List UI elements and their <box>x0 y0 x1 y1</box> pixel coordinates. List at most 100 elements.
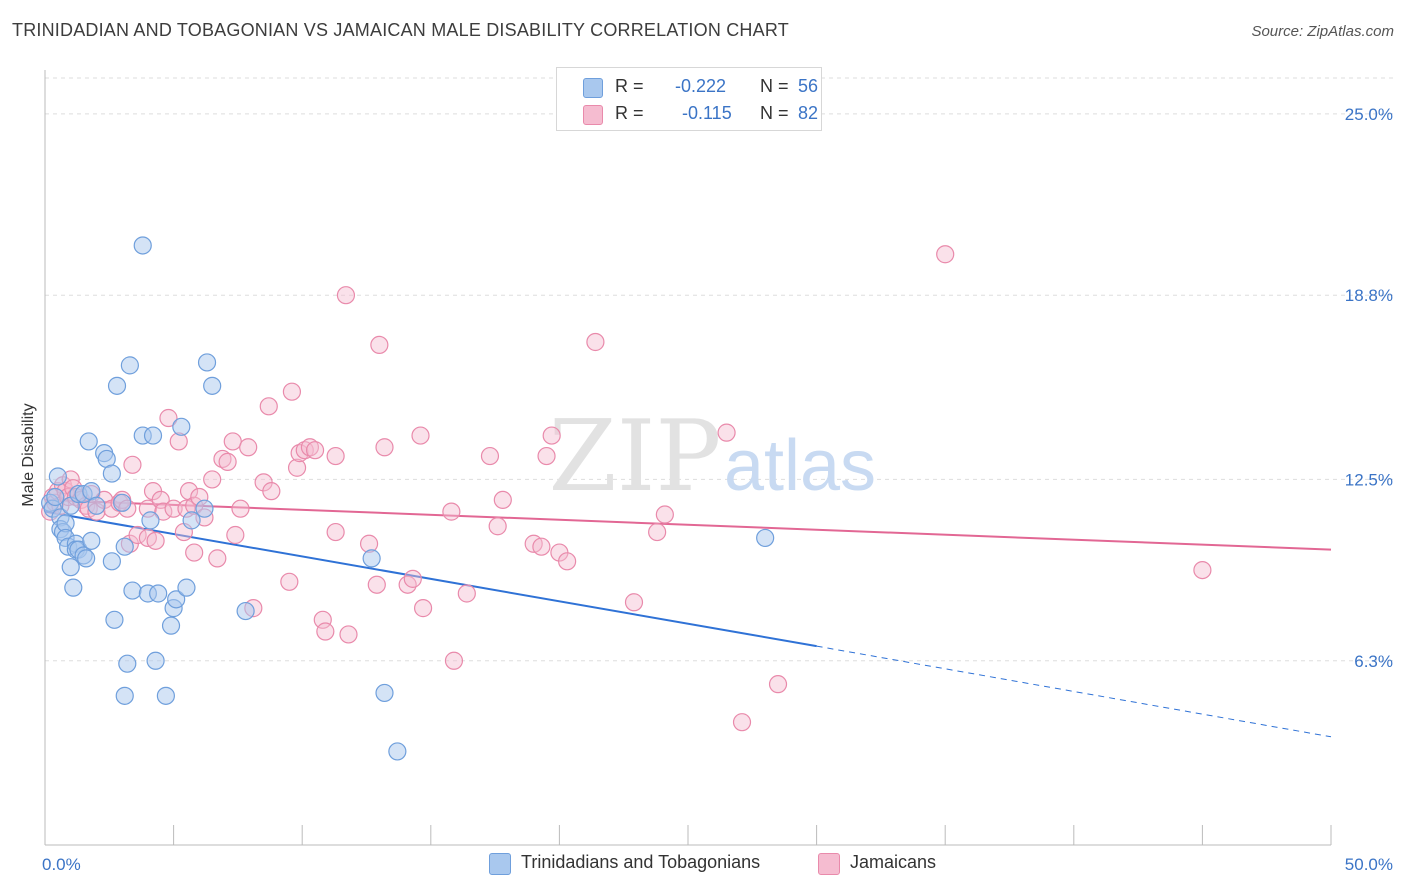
trinidadians-points <box>41 236 775 761</box>
jamaican-point <box>326 522 345 542</box>
trinidadian-point <box>146 651 165 670</box>
watermark-atlas: atlas <box>724 426 876 506</box>
trinidadian-point <box>362 549 381 568</box>
trinidadian-point <box>197 353 217 372</box>
jamaican-point <box>290 444 309 463</box>
jamaican-point <box>537 446 556 466</box>
jamaican-point <box>444 651 464 670</box>
jamaican-point <box>154 502 173 521</box>
x-tick-label: 50.0% <box>1345 855 1393 874</box>
jamaican-point <box>185 543 204 562</box>
jamaican-point <box>326 446 345 466</box>
trinidadian-point <box>115 537 134 556</box>
jamaican-point <box>223 432 242 451</box>
jamaican-point <box>457 584 476 603</box>
trinidadian-point <box>120 356 139 375</box>
trinidadian-point <box>167 590 186 609</box>
trinidadians-trend-line <box>44 510 817 648</box>
source-label: Source: ZipAtlas.com <box>1251 23 1394 40</box>
jamaican-point <box>493 490 512 510</box>
jamaican-point <box>151 490 170 510</box>
gridlines <box>45 77 1395 662</box>
axes <box>44 70 1332 846</box>
jamaican-point <box>128 525 147 545</box>
jamaican-point <box>226 525 245 545</box>
legend-swatch-pink <box>583 105 603 125</box>
jamaican-point <box>262 482 281 501</box>
x-tick-label: 0.0% <box>42 855 81 874</box>
jamaican-point <box>542 426 561 445</box>
jamaican-point <box>655 505 674 524</box>
jamaican-point <box>239 438 258 457</box>
jamaican-point <box>768 675 788 694</box>
jamaican-point <box>159 408 178 428</box>
jamaican-point <box>624 593 644 612</box>
bottom-legend-swatch-blue <box>489 853 511 875</box>
trend-lines <box>44 498 1332 738</box>
jamaican-point <box>282 382 302 401</box>
jamaican-point <box>586 332 605 352</box>
trinidadian-point <box>87 496 106 515</box>
trinidadian-point <box>149 584 168 603</box>
jamaican-point <box>488 517 507 536</box>
trinidadian-point <box>105 610 124 629</box>
trinidadian-point <box>172 417 191 436</box>
jamaican-point <box>336 286 356 305</box>
y-tick-label: 25.0% <box>1345 105 1393 124</box>
trinidadian-point <box>195 499 214 518</box>
jamaican-point <box>218 452 237 471</box>
legend-swatch-blue <box>583 78 603 98</box>
trinidadian-point <box>156 686 175 705</box>
trinidadian-point <box>236 601 255 621</box>
trinidadian-point <box>756 528 775 548</box>
jamaican-point <box>287 458 307 477</box>
jamaican-point <box>370 335 389 355</box>
legend-n-label: N = <box>760 103 789 123</box>
legend-r-value: -0.115 <box>682 103 732 123</box>
trinidadian-point <box>161 616 181 635</box>
jamaicans-trend-line <box>44 498 1332 551</box>
trinidadian-point <box>182 511 201 530</box>
trinidadian-point <box>102 464 121 483</box>
trinidadian-point <box>123 581 142 600</box>
jamaican-point <box>280 572 299 591</box>
jamaican-point <box>300 438 320 457</box>
jamaican-point <box>123 455 142 474</box>
trinidadian-point <box>79 432 98 451</box>
jamaican-point <box>305 441 325 460</box>
trinidadian-point <box>82 531 101 550</box>
jamaican-point <box>532 537 551 556</box>
bottom-legend-label: Trinidadians and Tobagonians <box>521 852 761 872</box>
legend-n-label: N = <box>760 76 789 96</box>
y-axis-label: Male Disability <box>20 403 37 506</box>
legend-n-value: 82 <box>798 103 819 123</box>
jamaican-point <box>732 713 752 732</box>
trinidadian-point <box>375 683 394 703</box>
jamaican-point <box>146 531 165 550</box>
jamaican-point <box>367 575 386 594</box>
legend-n-value: 56 <box>798 76 819 96</box>
trinidadian-point <box>177 578 196 597</box>
trinidadian-point <box>77 549 96 568</box>
jamaican-point <box>339 625 358 644</box>
jamaican-point <box>398 575 417 594</box>
trinidadian-point <box>64 578 83 597</box>
legend-r-value: -0.222 <box>675 76 727 96</box>
trinidadian-point <box>133 236 152 255</box>
jamaican-point <box>213 449 232 469</box>
trinidadian-point <box>61 558 80 577</box>
jamaican-point <box>295 441 314 460</box>
trinidadian-point <box>115 686 134 705</box>
jamaican-point <box>717 423 736 442</box>
trinidadian-point <box>143 426 163 445</box>
trinidadian-point <box>141 511 160 530</box>
jamaican-point <box>375 438 394 457</box>
legend: R = -0.222 N = 56 R = -0.115 N = 82 <box>556 67 822 131</box>
jamaican-point <box>164 499 183 518</box>
trinidadian-point <box>118 654 137 673</box>
trinidadian-point <box>113 493 132 512</box>
jamaican-point <box>1193 560 1212 580</box>
jamaican-point <box>316 622 335 641</box>
jamaican-point <box>259 397 278 416</box>
